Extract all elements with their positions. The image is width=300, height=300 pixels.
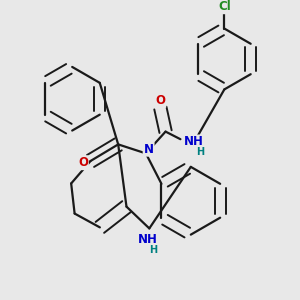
Text: Cl: Cl — [218, 0, 231, 13]
Text: O: O — [78, 156, 88, 169]
Text: N: N — [144, 143, 154, 156]
Text: NH: NH — [138, 233, 158, 246]
Text: NH: NH — [184, 136, 204, 148]
Text: H: H — [149, 245, 158, 255]
Text: O: O — [155, 94, 165, 107]
Text: H: H — [196, 147, 205, 157]
